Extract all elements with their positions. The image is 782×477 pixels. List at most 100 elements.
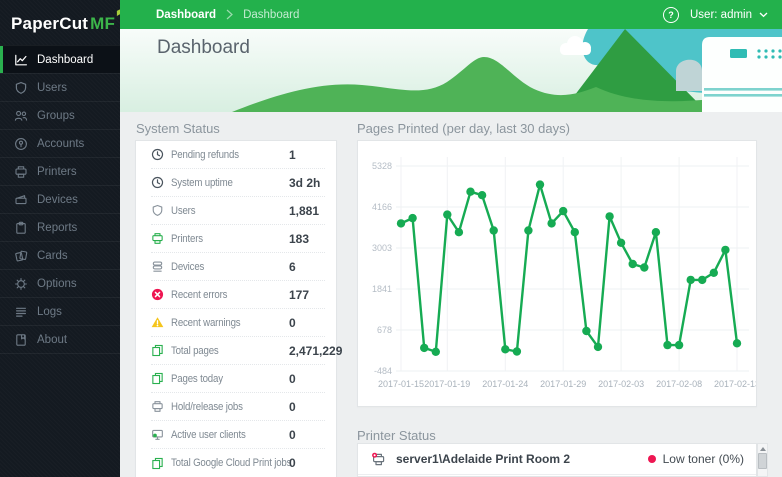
sidebar-item-label: Devices [37, 193, 78, 206]
user-menu[interactable]: User: admin [690, 8, 752, 21]
warning-icon [151, 316, 164, 329]
logo-text-suffix: MF [90, 8, 123, 33]
sidebar-item-cards[interactable]: Cards [0, 241, 120, 269]
svg-text:4166: 4166 [372, 202, 392, 212]
svg-text:1841: 1841 [372, 284, 392, 294]
breadcrumb-current[interactable]: Dashboard [243, 8, 300, 21]
scroll-up-arrow-icon[interactable] [759, 447, 766, 451]
printer-status-title: Printer Status [357, 428, 436, 443]
status-row-total-pages: Total pages 2,471,229 [151, 337, 342, 365]
device-stack-icon [151, 260, 164, 273]
sidebar-item-dashboard[interactable]: Dashboard [0, 45, 120, 73]
svg-text:2017-01-15: 2017-01-15 [378, 379, 424, 389]
clock-icon [151, 176, 164, 189]
sidebar-item-devices[interactable]: Devices [0, 185, 120, 213]
printer-status-panel: server1\Adelaide Print Room 2 Low toner … [357, 443, 757, 477]
hero-banner: Dashboard [120, 29, 782, 112]
help-icon[interactable]: ? [663, 6, 679, 23]
error-icon [151, 288, 164, 301]
svg-text:678: 678 [377, 325, 392, 335]
status-row-pages-today: Pages today 0 [151, 365, 325, 393]
cards-icon [15, 250, 28, 261]
sidebar-item-label: Reports [37, 221, 78, 234]
printer-icon [15, 165, 27, 178]
status-row-printers: Printers 183 [151, 225, 325, 253]
sidebar-item-label: Logs [37, 305, 62, 318]
sidebar-item-logs[interactable]: Logs [0, 297, 120, 325]
printer-list-scrollbar[interactable] [757, 443, 768, 477]
sidebar-item-label: Cards [37, 249, 68, 262]
status-row-system-uptime: System uptime 3d 2h [151, 169, 325, 197]
status-dot-icon [647, 455, 656, 463]
sidebar-nav: Dashboard Users Groups Accounts Printers… [0, 45, 120, 354]
svg-text:2017-02-03: 2017-02-03 [598, 379, 644, 389]
svg-text:2017-02-13: 2017-02-13 [714, 379, 756, 389]
user-shield-icon [15, 81, 27, 94]
sidebar-item-label: Options [37, 277, 77, 290]
pages-icon [151, 372, 164, 385]
chevron-down-icon[interactable] [759, 12, 768, 18]
sidebar-item-label: Users [37, 81, 68, 94]
groups-icon [14, 110, 28, 121]
clipboard-icon [16, 221, 26, 234]
status-row-recent-errors: Recent errors 177 [151, 281, 325, 309]
sidebar-item-options[interactable]: Options [0, 269, 120, 297]
sidebar-item-users[interactable]: Users [0, 73, 120, 101]
clock-icon [151, 148, 164, 161]
pages-printed-panel: 5328 4166 3003 1841 678 -484 2017-01-15 2017-01… [357, 140, 757, 407]
gear-icon [15, 277, 27, 290]
sidebar-item-label: Printers [37, 165, 77, 178]
sidebar-item-label: Dashboard [37, 53, 94, 66]
svg-text:-484: -484 [374, 366, 392, 376]
status-row-hold-release: Hold/release jobs 0 [151, 393, 325, 421]
pages-icon [151, 457, 164, 470]
scrollbar-thumb[interactable] [758, 453, 767, 469]
shield-icon [151, 204, 164, 217]
status-row-gcp-jobs: Total Google Cloud Print jobs 0 [151, 449, 325, 477]
dashboard-icon [15, 54, 27, 65]
printer-icon [151, 232, 164, 245]
svg-text:2017-02-08: 2017-02-08 [656, 379, 702, 389]
status-row-devices: Devices 6 [151, 253, 325, 281]
monitor-icon [151, 428, 164, 441]
book-icon [16, 333, 26, 346]
top-bar: Dashboard Dashboard ? User: admin [120, 0, 782, 29]
printer-alert-icon [371, 452, 386, 467]
chart-panel-title: Pages Printed (per day, last 30 days) [357, 121, 570, 136]
printer-status-group: Low toner (0%) [647, 452, 744, 466]
printer-row[interactable]: server1\Adelaide Print Room 2 Low toner … [358, 444, 756, 475]
device-icon [15, 194, 27, 204]
system-status-title: System Status [136, 121, 220, 136]
sidebar-item-label: Groups [37, 109, 75, 122]
app-logo[interactable]: PaperCut MF [0, 0, 123, 44]
topbar-right-group: ? User: admin [663, 6, 768, 23]
sidebar: PaperCut MF Dashboard Users Groups Accoun… [0, 0, 123, 477]
breadcrumb-root[interactable]: Dashboard [156, 8, 217, 21]
status-row-recent-warnings: Recent warnings 0 [151, 309, 325, 337]
status-row-active-clients: Active user clients 0 [151, 421, 325, 449]
printer-name[interactable]: server1\Adelaide Print Room 2 [396, 452, 571, 466]
svg-text:2017-01-19: 2017-01-19 [424, 379, 470, 389]
sidebar-item-printers[interactable]: Printers [0, 157, 120, 185]
sidebar-item-about[interactable]: About [0, 325, 120, 354]
sidebar-item-label: Accounts [37, 137, 85, 150]
sidebar-item-groups[interactable]: Groups [0, 101, 120, 129]
printer-status-label: Low toner (0%) [662, 452, 744, 466]
sidebar-item-reports[interactable]: Reports [0, 213, 120, 241]
keyhole-icon [15, 137, 27, 150]
sidebar-item-accounts[interactable]: Accounts [0, 129, 120, 157]
system-status-panel: Pending refunds 1 System uptime 3d 2h Us… [135, 140, 342, 477]
status-row-pending-refunds: Pending refunds 1 [151, 141, 325, 169]
sidebar-item-label: About [37, 333, 68, 346]
breadcrumb-chevron-icon [226, 9, 233, 20]
svg-text:5328: 5328 [372, 161, 392, 171]
page-title: Dashboard [157, 37, 250, 58]
svg-text:2017-01-29: 2017-01-29 [540, 379, 586, 389]
svg-text:2017-01-24: 2017-01-24 [482, 379, 528, 389]
status-row-users: Users 1,881 [151, 197, 325, 225]
main-content: System Status Pending refunds 1 System u… [120, 112, 782, 477]
list-lines-icon [16, 307, 26, 317]
pages-icon [151, 344, 164, 357]
